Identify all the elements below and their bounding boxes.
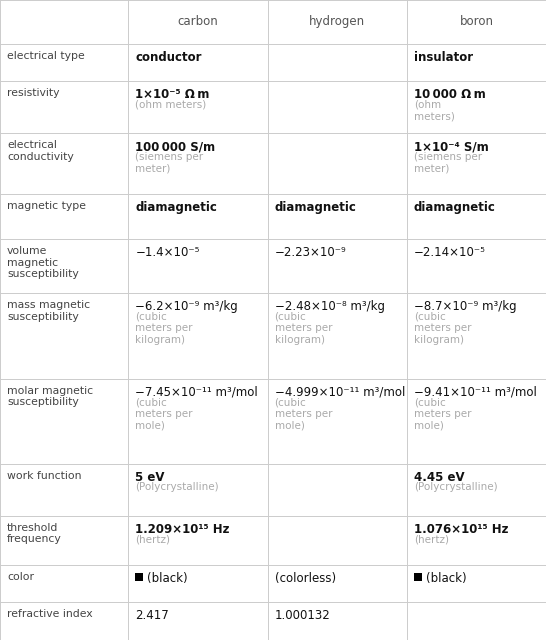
Text: molar magnetic
susceptibility: molar magnetic susceptibility (7, 385, 93, 407)
Text: −8.7×10⁻⁹ m³/kg: −8.7×10⁻⁹ m³/kg (414, 300, 517, 314)
Text: 2.417: 2.417 (135, 609, 169, 623)
Text: 1.000132: 1.000132 (275, 609, 330, 623)
Text: electrical type: electrical type (7, 51, 85, 61)
Text: −2.23×10⁻⁹: −2.23×10⁻⁹ (275, 246, 346, 259)
Text: (ohm
meters): (ohm meters) (414, 100, 455, 121)
Text: 10 000 Ω m: 10 000 Ω m (414, 88, 485, 101)
Text: insulator: insulator (414, 51, 473, 63)
Text: hydrogen: hydrogen (309, 15, 365, 28)
Text: (black): (black) (147, 572, 188, 585)
Text: (siemens per
meter): (siemens per meter) (414, 152, 482, 173)
Text: boron: boron (459, 15, 494, 28)
Text: (Polycrystalline): (Polycrystalline) (414, 483, 497, 492)
Text: (cubic
meters per
mole): (cubic meters per mole) (275, 397, 332, 430)
Text: 1.076×10¹⁵ Hz: 1.076×10¹⁵ Hz (414, 523, 508, 536)
Text: color: color (7, 572, 34, 582)
Text: −7.45×10⁻¹¹ m³/mol: −7.45×10⁻¹¹ m³/mol (135, 385, 258, 399)
Text: (Polycrystalline): (Polycrystalline) (135, 483, 219, 492)
Text: −4.999×10⁻¹¹ m³/mol: −4.999×10⁻¹¹ m³/mol (275, 385, 405, 399)
Text: −6.2×10⁻⁹ m³/kg: −6.2×10⁻⁹ m³/kg (135, 300, 238, 314)
Text: (black): (black) (426, 572, 466, 585)
Text: diamagnetic: diamagnetic (135, 202, 217, 214)
Text: 1.209×10¹⁵ Hz: 1.209×10¹⁵ Hz (135, 523, 230, 536)
Text: (ohm meters): (ohm meters) (135, 100, 206, 109)
Text: 4.45 eV: 4.45 eV (414, 471, 465, 484)
Text: carbon: carbon (177, 15, 218, 28)
Text: diamagnetic: diamagnetic (275, 202, 357, 214)
Text: resistivity: resistivity (7, 88, 60, 98)
Bar (135, 573, 143, 581)
Text: magnetic type: magnetic type (7, 202, 86, 211)
Text: (hertz): (hertz) (135, 534, 170, 544)
Text: (hertz): (hertz) (414, 534, 449, 544)
Text: −2.14×10⁻⁵: −2.14×10⁻⁵ (414, 246, 485, 259)
Text: electrical
conductivity: electrical conductivity (7, 140, 74, 162)
Text: refractive index: refractive index (7, 609, 93, 620)
Text: (cubic
meters per
kilogram): (cubic meters per kilogram) (414, 312, 471, 345)
Text: diamagnetic: diamagnetic (414, 202, 496, 214)
Text: 5 eV: 5 eV (135, 471, 165, 484)
Text: −2.48×10⁻⁸ m³/kg: −2.48×10⁻⁸ m³/kg (275, 300, 384, 314)
Text: (cubic
meters per
kilogram): (cubic meters per kilogram) (135, 312, 193, 345)
Text: −9.41×10⁻¹¹ m³/mol: −9.41×10⁻¹¹ m³/mol (414, 385, 537, 399)
Text: 100 000 S/m: 100 000 S/m (135, 140, 216, 153)
Bar (414, 573, 422, 581)
Text: threshold
frequency: threshold frequency (7, 523, 62, 545)
Text: 1×10⁻⁴ S/m: 1×10⁻⁴ S/m (414, 140, 489, 153)
Text: conductor: conductor (135, 51, 202, 63)
Text: work function: work function (7, 471, 81, 481)
Text: (siemens per
meter): (siemens per meter) (135, 152, 204, 173)
Text: (cubic
meters per
mole): (cubic meters per mole) (135, 397, 193, 430)
Text: mass magnetic
susceptibility: mass magnetic susceptibility (7, 300, 90, 322)
Text: (cubic
meters per
mole): (cubic meters per mole) (414, 397, 471, 430)
Text: (cubic
meters per
kilogram): (cubic meters per kilogram) (275, 312, 332, 345)
Text: −1.4×10⁻⁵: −1.4×10⁻⁵ (135, 246, 200, 259)
Text: 1×10⁻⁵ Ω m: 1×10⁻⁵ Ω m (135, 88, 210, 101)
Text: (colorless): (colorless) (275, 572, 336, 585)
Text: volume
magnetic
susceptibility: volume magnetic susceptibility (7, 246, 79, 280)
